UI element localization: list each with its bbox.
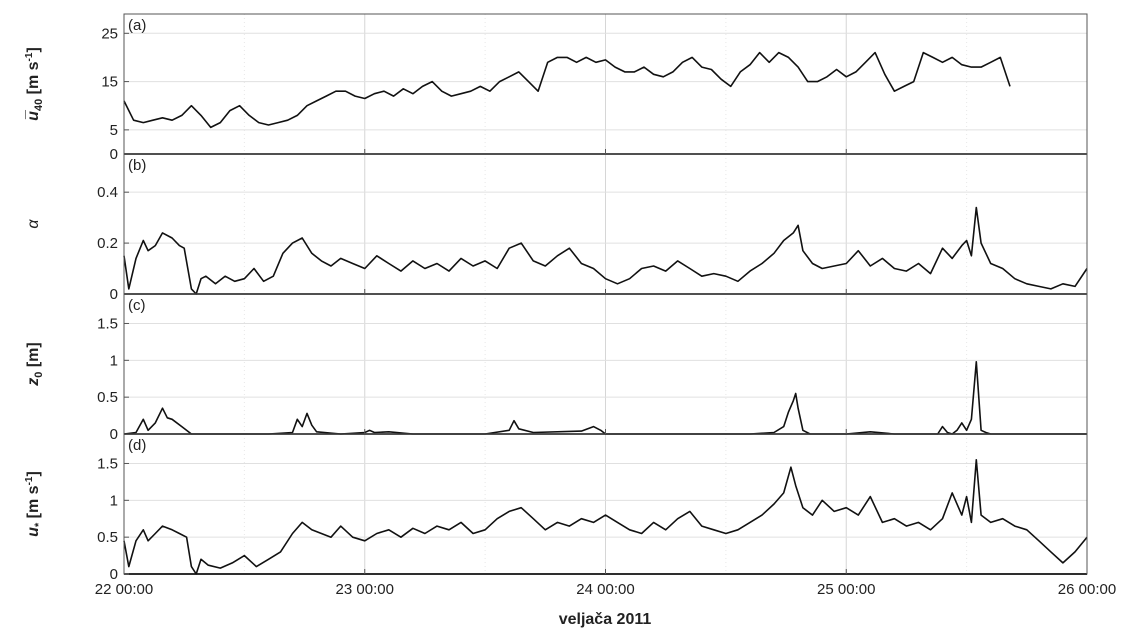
y-axis-label: z0 [m] [25, 342, 45, 386]
grid-layer [124, 14, 1087, 574]
x-tick-label: 22 00:00 [95, 581, 153, 598]
y-tick-label: 0.5 [97, 389, 118, 406]
y-tick-label: 1.5 [97, 455, 118, 472]
y-tick-label: 1 [110, 492, 118, 509]
panel-label: (b) [128, 157, 146, 174]
y-tick-label: 5 [110, 122, 118, 139]
x-tick-label: 24 00:00 [576, 581, 634, 598]
panel-label: (c) [128, 297, 146, 314]
text-layer: 0 5 15 25 (a) u̅40 [m s-1] 0 0.2 0.4 (b) α 0 0.5 1 1.5… [24, 17, 1116, 598]
series-line [123, 459, 1088, 575]
y-tick-label: 0.5 [97, 529, 118, 546]
series-line [123, 206, 1088, 295]
x-tick-label: 25 00:00 [817, 581, 875, 598]
y-tick-label: 15 [101, 74, 118, 91]
y-tick-label: 1.5 [97, 315, 118, 332]
y-tick-label: 1 [110, 352, 118, 369]
panel-label: (d) [128, 437, 146, 454]
x-axis-label: veljača 2011 [559, 611, 652, 628]
series-line [123, 51, 1011, 129]
y-tick-label: 0.4 [97, 184, 118, 201]
y-axis-label: u̅40 [m s-1] [24, 47, 45, 121]
x-tick-label: 23 00:00 [336, 581, 394, 598]
x-tick-label: 26 00:00 [1058, 581, 1116, 598]
y-tick-label: 25 [101, 25, 118, 42]
y-tick-label: 0 [110, 426, 118, 443]
y-tick-label: 0 [110, 146, 118, 163]
y-tick-label: 0 [110, 566, 118, 583]
y-tick-label: 0 [110, 286, 118, 303]
y-axis-label: α [25, 219, 42, 229]
y-axis-label: u* [m s-1] [24, 471, 45, 537]
y-tick-label: 0.2 [97, 235, 118, 252]
frame-layer [123, 13, 1088, 575]
panel-label: (a) [128, 17, 146, 34]
